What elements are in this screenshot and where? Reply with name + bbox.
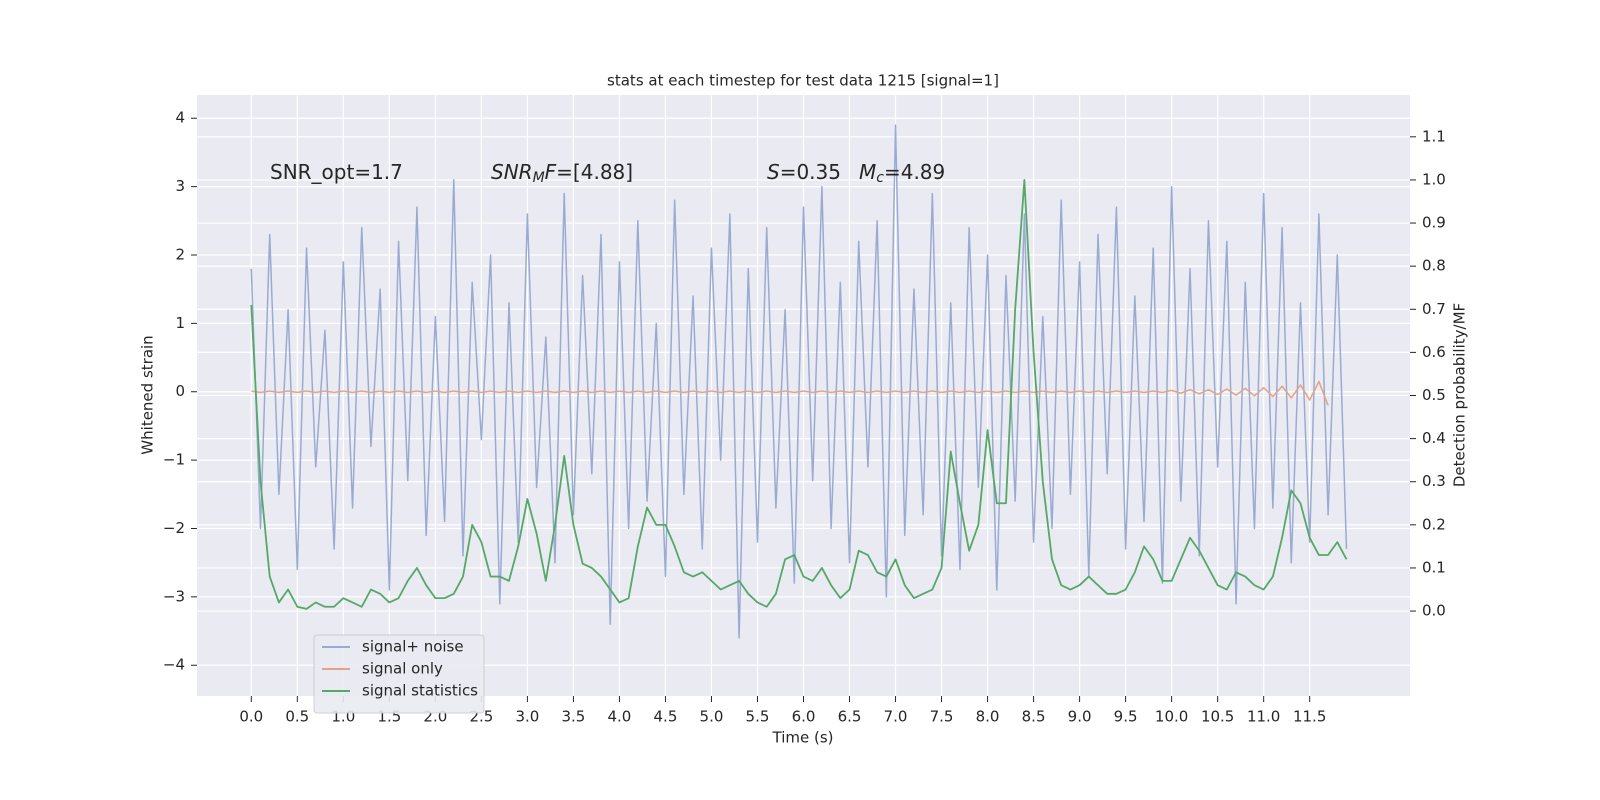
annotation-part: SNR [491,160,533,184]
x-tick-label: 3.5 [561,708,585,726]
annotation-part: c [876,170,884,186]
annotation-part: =[4.88] [556,160,633,184]
y2-axis-label: Detection probability/MF [1451,303,1469,487]
y2-tick-label: 0.6 [1422,343,1446,361]
x-tick-label: 7.0 [884,708,908,726]
y-axis-label: Whitened strain [139,335,157,454]
annotation-part: M [859,160,876,184]
legend: signal+ noise signal only signal statistic… [313,634,485,714]
y-tick-label: −1 [163,451,185,469]
y-tick-label: −3 [163,587,185,605]
x-tick-label: 9.5 [1114,708,1138,726]
y2-tick-label: 0.5 [1422,386,1446,404]
annotation-part: F [545,160,557,184]
legend-label: signal only [362,660,443,678]
x-tick-label: 5.5 [746,708,770,726]
annotation-part: =4.89 [884,160,945,184]
x-tick-label: 11.0 [1247,708,1280,726]
x-tick-label: 10.5 [1201,708,1234,726]
legend-label: signal+ noise [362,638,464,656]
y-tick-label: −2 [163,519,185,537]
y-tick-label: 0 [175,382,185,400]
x-tick-label: 6.5 [838,708,862,726]
y2-tick-label: 0.4 [1422,429,1446,447]
y2-tick-label: 1.0 [1422,170,1446,188]
y-tick-label: 3 [175,177,185,195]
x-tick-label: 10.0 [1155,708,1188,726]
x-tick-label: 8.0 [976,708,1000,726]
x-tick-label: 8.5 [1022,708,1046,726]
x-tick-label: 7.5 [930,708,954,726]
x-tick-label: 5.0 [700,708,724,726]
x-tick-label: 4.5 [654,708,678,726]
series-line [250,124,1348,639]
x-tick-label: 9.0 [1068,708,1092,726]
annotation: S=0.35 [767,160,841,184]
x-tick-label: 0.5 [285,708,309,726]
annotation: Mc=4.89 [859,160,945,187]
y-tick-label: 2 [175,245,185,263]
series-line [251,380,1329,406]
y2-tick-label: 0.3 [1422,472,1446,490]
x-tick-label: 4.0 [608,708,632,726]
x-tick-label: 3.0 [515,708,539,726]
y2-tick-label: 0.2 [1422,515,1446,533]
series-line [250,179,1348,610]
annotation-part: SNR_opt=1.7 [270,160,403,184]
annotation-part: M [533,170,545,186]
chart-title: stats at each timestep for test data 121… [607,72,999,90]
y-tick-label: 1 [175,314,185,332]
x-tick-label: 6.0 [792,708,816,726]
y2-tick-label: 0.9 [1422,214,1446,232]
y2-tick-label: 0.8 [1422,257,1446,275]
x-tick-label: 11.5 [1293,708,1326,726]
y2-tick-label: 1.1 [1422,127,1446,145]
annotation: SNRMF=[4.88] [491,160,633,187]
legend-label: signal statistics [362,682,478,700]
y-tick-label: −4 [163,656,185,674]
annotation-part: S [767,160,780,184]
y-tick-label: 4 [175,109,185,127]
x-axis-label: Time (s) [772,729,834,747]
y2-tick-label: 0.7 [1422,300,1446,318]
y2-tick-label: 0.1 [1422,558,1446,576]
y2-tick-label: 0.0 [1422,602,1446,620]
annotation-part: =0.35 [780,160,841,184]
x-tick-label: 0.0 [239,708,263,726]
annotation: SNR_opt=1.7 [270,160,403,184]
legend-box [313,634,485,714]
